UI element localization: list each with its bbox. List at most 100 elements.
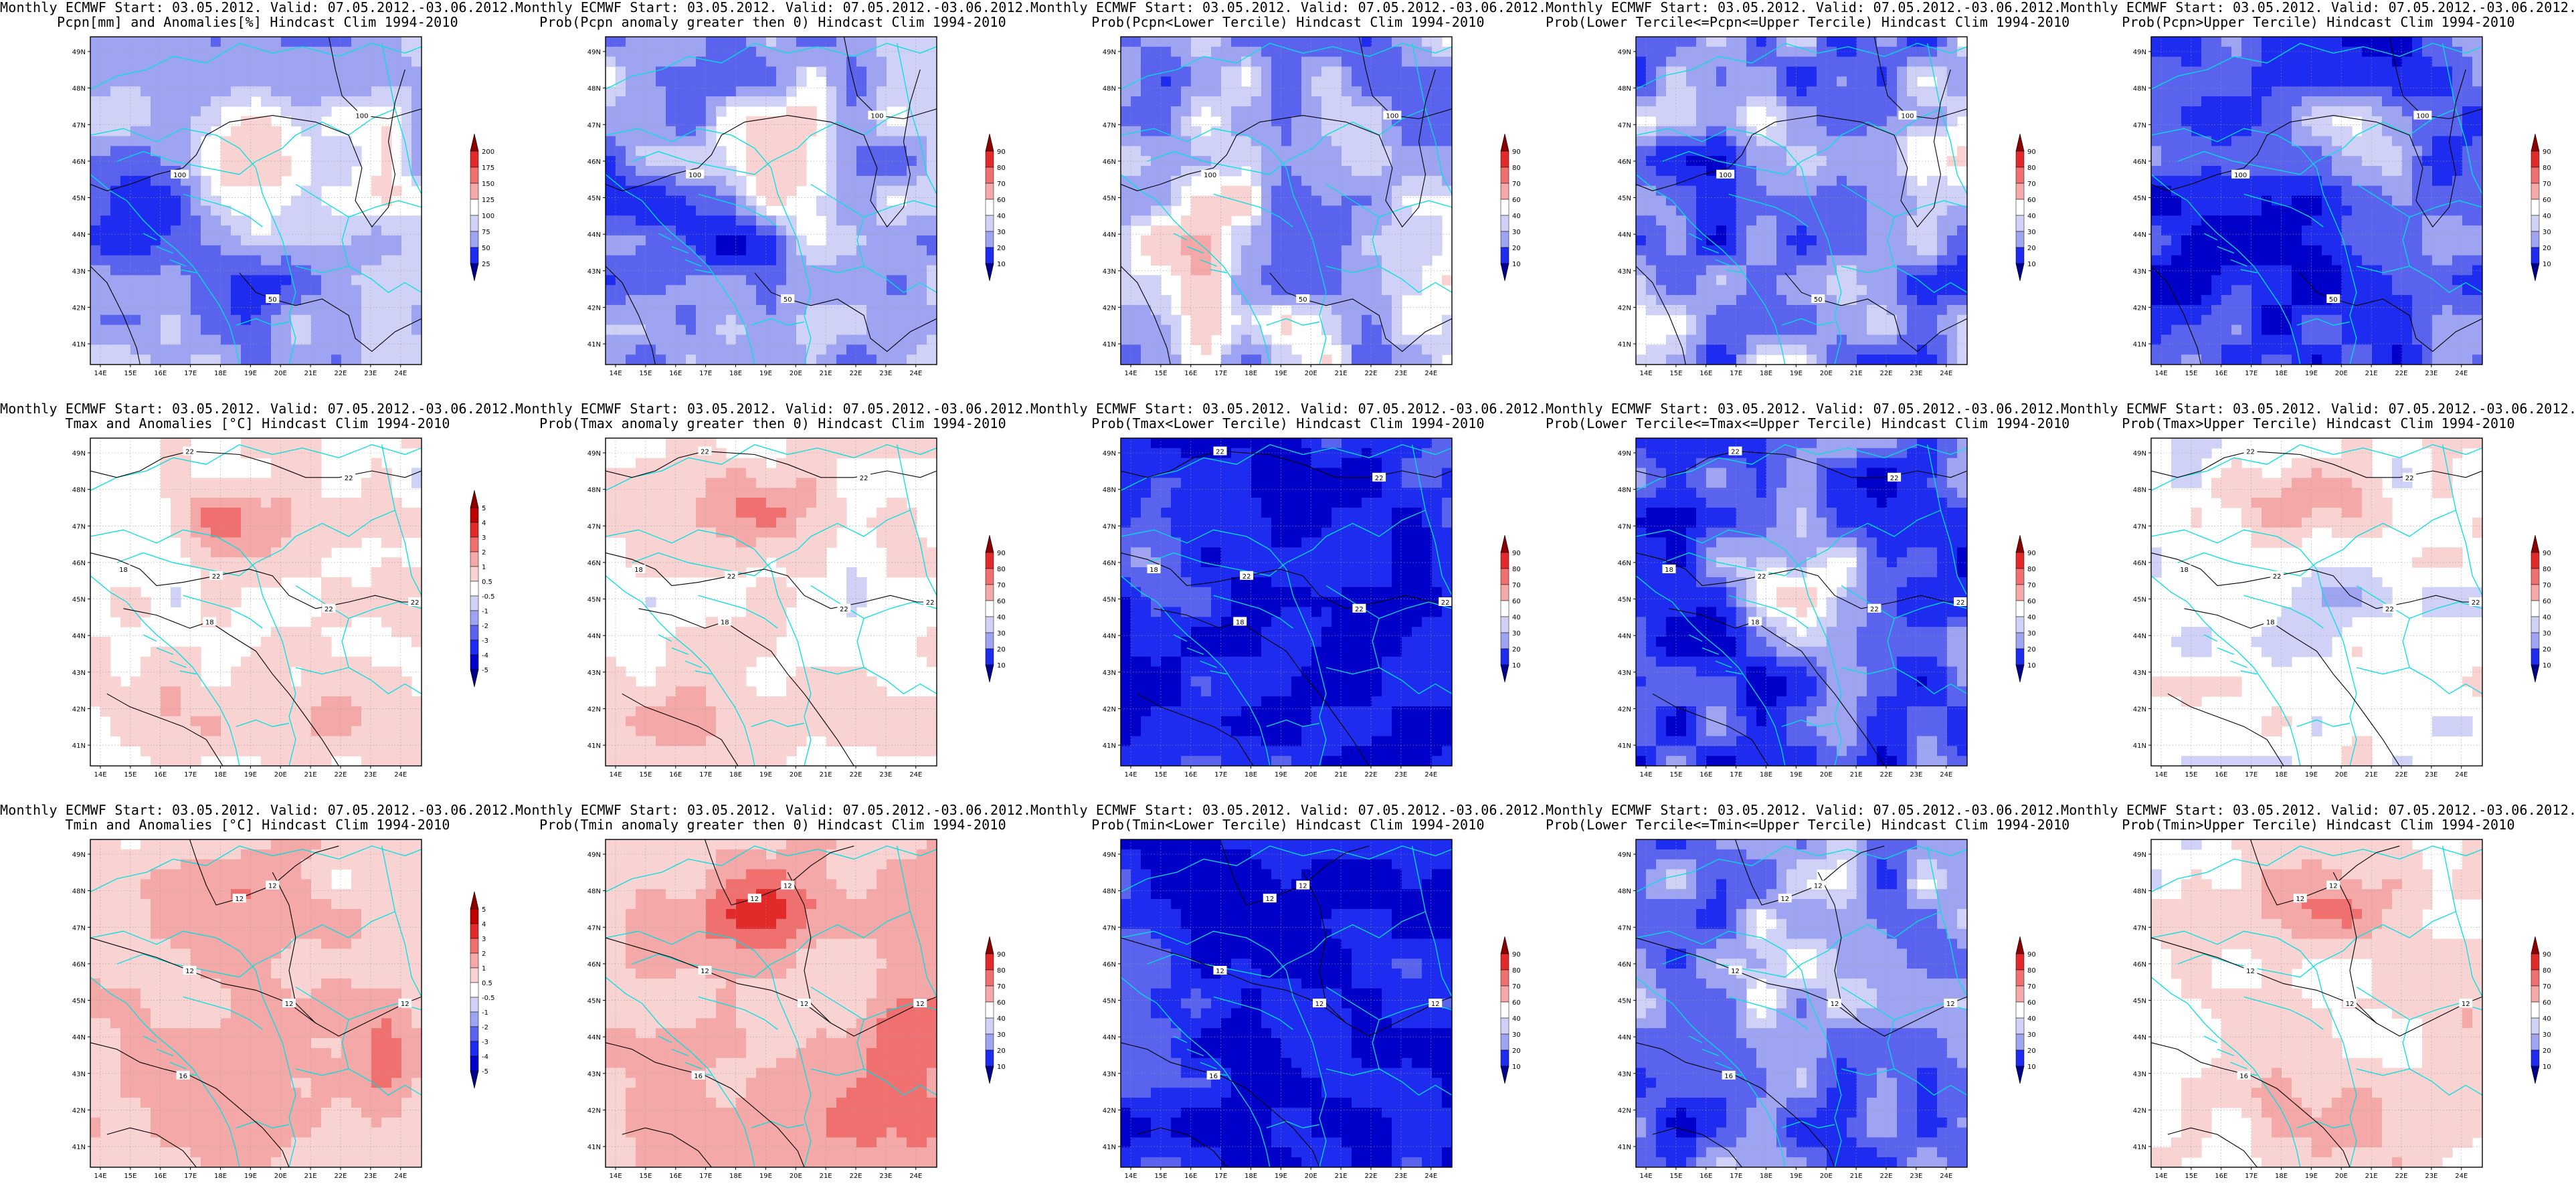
lon-tick-label: 22E — [334, 1173, 347, 1180]
colorbar-label: 10 — [997, 261, 1006, 268]
lat-tick-label: 47N — [1618, 523, 1631, 530]
contour-label-bg — [725, 571, 739, 580]
contour-label-bg — [1722, 1070, 1736, 1080]
lon-tick-label: 17E — [1214, 370, 1227, 377]
colorbar-label: 20 — [2543, 245, 2551, 252]
panel-title-line1: Monthly ECMWF Start: 03.05.2012. Valid: … — [0, 0, 517, 15]
lat-tick-label: 47N — [2133, 924, 2146, 932]
colorbar-label: 60 — [1512, 598, 1521, 605]
climatology-contours — [1121, 37, 1452, 365]
colorbar-label: 60 — [997, 999, 1006, 1007]
contour-label: 22 — [2273, 573, 2282, 581]
lon-tick-label: 21E — [1335, 1173, 1348, 1180]
climatology-contours — [606, 839, 937, 1167]
climatology-contours — [606, 37, 937, 365]
colorbar-label: 70 — [2027, 983, 2036, 991]
lon-tick-label: 24E — [909, 370, 922, 377]
colorbar-segment — [470, 199, 479, 216]
colorbar-label: 90 — [1512, 550, 1521, 557]
colorbar-label: 70 — [2543, 582, 2551, 589]
lat-tick-label: 49N — [2133, 851, 2146, 859]
panel-title: Monthly ECMWF Start: 03.05.2012. Valid: … — [1030, 0, 1546, 29]
coastlines-and-borders — [2151, 43, 2482, 365]
map-figure: 22 22 18 22 18 22 22 14E 15E 16E 17E 18E 19E 20E 21E 22… — [1103, 437, 1521, 779]
colorbar: 90 80 70 60 40 30 20 10 — [2531, 936, 2551, 1084]
contour-label: 100 — [1901, 113, 1914, 120]
lon-tick-label: 23E — [2425, 1173, 2437, 1180]
panel-title-line2: Prob(Tmax<Lower Tercile) Hindcast Clim 1… — [1091, 415, 1485, 431]
contour-label-bg — [266, 294, 280, 303]
contour-label: 12 — [235, 896, 244, 903]
map-figure: 22 22 18 22 18 22 22 14E 15E 16E 17E 18E 19E 20E 21E 22… — [2133, 437, 2551, 779]
lon-tick-label: 24E — [1940, 1173, 1952, 1180]
panel-title-line2: Tmin and Anomalies [°C] Hindcast Clim 19… — [65, 817, 450, 833]
panel-title: Monthly ECMWF Start: 03.05.2012. Valid: … — [1546, 803, 2070, 833]
contour-label: 12 — [1315, 1001, 1324, 1008]
lon-tick-label: 23E — [1910, 1173, 1922, 1180]
lat-tick-label: 49N — [587, 49, 601, 56]
map-frame — [2150, 36, 2483, 365]
colorbar-label: 10 — [2027, 1064, 2036, 1071]
lon-tick-label: 24E — [1424, 370, 1437, 377]
lat-tick-label: 48N — [1103, 86, 1116, 93]
map-area: 100 100 50 — [2151, 37, 2482, 365]
colorbar-label: 20 — [2543, 1047, 2551, 1055]
panel-title-line2: Tmax and Anomalies [°C] Hindcast Clim 19… — [65, 415, 450, 431]
colorbar: 90 80 70 60 40 30 20 10 — [985, 936, 1006, 1084]
contour-label: 100 — [688, 172, 701, 179]
lat-tick-label: 49N — [1618, 851, 1631, 859]
contour-label: 100 — [355, 113, 368, 120]
lon-tick-label: 24E — [2455, 1173, 2468, 1180]
map-figure: 100 100 50 14E 15E 16E 17E 18E 19E 20E 21E 22E 23E 24… — [72, 36, 494, 377]
contour-label: 12 — [1431, 1001, 1440, 1008]
map-panel-tmin-prob-pos: Monthly ECMWF Start: 03.05.2012. Valid: … — [515, 803, 1031, 1204]
contour-label-bg — [1213, 446, 1227, 456]
map-area: 12 12 12 12 12 16 — [90, 839, 422, 1167]
lat-tick-label: 45N — [2133, 195, 2146, 203]
colorbar-label: 10 — [997, 662, 1006, 670]
colorbar-label: 125 — [482, 197, 494, 204]
lat-tick-label: 44N — [587, 633, 601, 640]
colorbar-label: 70 — [2027, 582, 2036, 589]
lon-tick-label: 15E — [1669, 771, 1682, 779]
lat-tick-label: 42N — [1618, 304, 1631, 312]
map-panel-pcpn-prob-upper: Monthly ECMWF Start: 03.05.2012. Valid: … — [2061, 0, 2576, 401]
panel-title-line1: Monthly ECMWF Start: 03.05.2012. Valid: … — [1030, 802, 1547, 818]
lat-tick-label: 49N — [1103, 49, 1116, 56]
colorbar-label: 20 — [2543, 646, 2551, 654]
lat-tick-label: 45N — [1103, 998, 1116, 1005]
contour-label-bg — [2469, 597, 2482, 606]
lon-tick-label: 21E — [820, 771, 832, 779]
contour-label-bg — [408, 597, 422, 606]
colorbar-label: 90 — [1512, 951, 1521, 959]
contour-label: 22 — [325, 606, 333, 613]
colorbar-segment — [2531, 215, 2540, 232]
map-figure: 22 22 18 22 18 22 22 14E 15E 16E 17E 18E 19E 20E 21E 22… — [587, 437, 1006, 779]
colorbar-label: 40 — [1512, 1015, 1521, 1023]
contour-label: 22 — [345, 475, 353, 482]
contour-label-bg — [353, 110, 371, 120]
colorbar-segment — [470, 1041, 479, 1057]
contour-label: 12 — [285, 1001, 294, 1008]
contour-label-bg — [747, 894, 761, 903]
colorbar-segment — [985, 648, 994, 666]
panel-title-line2: Prob(Lower Tercile<=Tmin<=Upper Tercile)… — [1546, 817, 2070, 833]
lon-tick-label: 21E — [304, 370, 317, 377]
colorbar-segment — [1500, 231, 1509, 248]
colorbar-label: 75 — [482, 229, 490, 236]
colorbar-label: 30 — [997, 229, 1006, 236]
lon-tick-label: 20E — [1305, 370, 1317, 377]
colorbar-segment — [2531, 1017, 2540, 1035]
colorbar-segment — [470, 654, 479, 670]
map-frame — [2150, 437, 2483, 767]
colorbar-segment — [2015, 1017, 2025, 1035]
colorbar-segment — [985, 1049, 994, 1067]
colorbar-segment — [470, 167, 479, 184]
colorbar-segment — [1500, 167, 1509, 184]
colorbar-label: 30 — [2543, 1031, 2551, 1039]
map-frame — [90, 437, 422, 767]
colorbar-label: 10 — [2027, 261, 2036, 268]
lon-tick-label: 22E — [1364, 370, 1377, 377]
contour-label-bg — [1716, 169, 1735, 179]
lat-tick-label: 48N — [587, 86, 601, 93]
